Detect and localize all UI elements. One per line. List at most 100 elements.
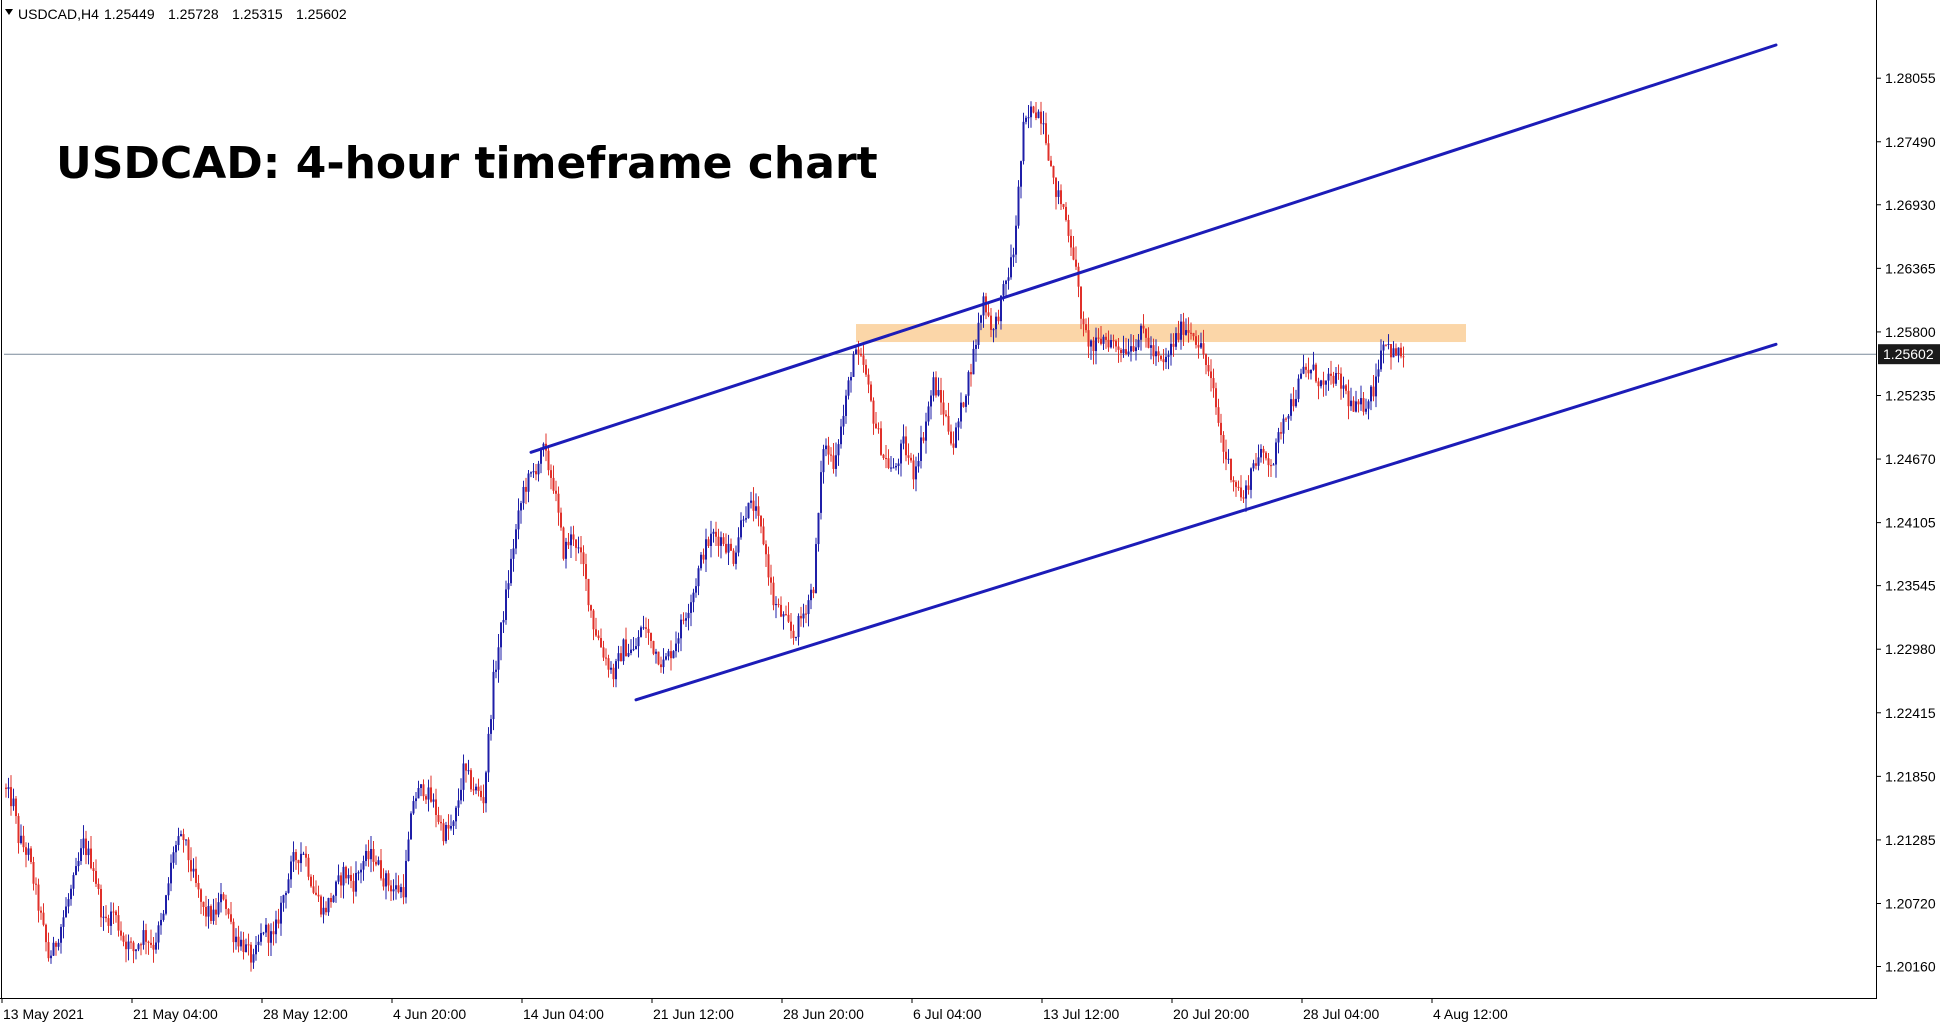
candle-body: [795, 637, 797, 639]
candle: [845, 389, 847, 424]
candle: [970, 363, 972, 387]
candle: [57, 938, 60, 951]
candle-body: [925, 421, 927, 441]
candle-body: [1120, 349, 1122, 354]
candle: [1370, 385, 1372, 411]
candle: [475, 783, 477, 795]
candle-body: [32, 862, 35, 884]
candle: [882, 453, 885, 460]
candle-body: [82, 838, 85, 849]
candle: [122, 932, 125, 947]
candle: [570, 526, 572, 559]
price-tick-label: 1.22980: [1885, 641, 1936, 657]
candle: [350, 866, 352, 889]
candle-body: [340, 875, 342, 886]
candle: [500, 622, 502, 661]
candle-body: [695, 586, 697, 593]
candle: [132, 940, 135, 964]
candle: [825, 438, 827, 457]
candle: [835, 442, 837, 477]
candle: [482, 784, 485, 813]
candle: [345, 865, 347, 884]
candle: [512, 539, 515, 572]
candle-body: [30, 848, 32, 863]
candle-body: [42, 912, 45, 925]
candle: [752, 487, 755, 522]
chart-menu-triangle-icon[interactable]: [5, 9, 13, 15]
candle-body: [167, 883, 170, 896]
candle: [387, 870, 390, 892]
candle-body: [1240, 487, 1242, 498]
candle: [1197, 335, 1200, 359]
candle: [1217, 398, 1220, 427]
candle: [195, 856, 197, 888]
candle: [1065, 202, 1067, 222]
candle: [265, 918, 267, 937]
candle-body: [1227, 458, 1230, 460]
candle: [440, 815, 442, 831]
candle-body: [702, 554, 705, 560]
candle-body: [295, 852, 297, 861]
candle-body: [315, 892, 317, 895]
candle-body: [232, 921, 235, 943]
candle-body: [460, 789, 462, 801]
candle-body: [1145, 328, 1147, 338]
candle-body: [742, 519, 745, 521]
candle-body: [850, 376, 852, 381]
candle: [1087, 317, 1090, 359]
time-tick-label: 13 May 2021: [3, 1006, 84, 1022]
time-tick-label: 4 Aug 12:00: [1433, 1006, 1508, 1022]
candle: [252, 948, 255, 969]
candle: [82, 825, 85, 855]
candle-body: [1132, 346, 1135, 352]
price-tick-label: 1.20720: [1885, 895, 1936, 911]
candle-body: [1035, 112, 1037, 119]
candle-body: [845, 395, 847, 416]
candle: [1055, 177, 1057, 210]
candle: [987, 303, 990, 318]
candle-body: [317, 894, 320, 897]
candle-body: [160, 919, 162, 926]
candle: [1202, 329, 1205, 359]
candle: [1022, 112, 1025, 165]
candle: [137, 942, 140, 952]
candle-body: [242, 939, 245, 953]
candle-body: [1030, 106, 1032, 118]
candle-body: [625, 639, 627, 657]
candle: [22, 825, 25, 853]
candle-body: [1180, 321, 1182, 340]
candle: [382, 868, 385, 891]
candle-body: [47, 942, 50, 959]
candle-body: [1337, 373, 1340, 375]
candle: [880, 421, 882, 456]
candle-body: [362, 861, 365, 870]
candle: [152, 937, 155, 963]
candle-body: [25, 847, 27, 855]
candle-body: [1382, 344, 1385, 351]
candle: [615, 658, 617, 688]
candle: [1030, 101, 1032, 128]
candle: [702, 548, 705, 564]
candle: [1167, 350, 1170, 370]
candle: [1152, 338, 1155, 365]
candle: [1145, 328, 1147, 348]
candle: [877, 422, 880, 434]
candle: [202, 901, 205, 916]
candle: [1207, 356, 1210, 377]
candle: [727, 534, 730, 566]
price-tick-label: 1.25800: [1885, 324, 1936, 340]
candle-body: [442, 823, 445, 842]
candle: [1115, 339, 1117, 353]
candle: [1355, 390, 1357, 413]
candle-body: [790, 621, 792, 631]
candle: [185, 839, 187, 846]
candle: [377, 856, 380, 866]
header-close: 1.25602: [296, 6, 347, 22]
candle-body: [1202, 343, 1205, 355]
candle: [820, 460, 822, 520]
candle-body: [597, 635, 600, 639]
candle: [222, 892, 225, 901]
candle-body: [162, 913, 165, 920]
candle-body: [27, 848, 30, 855]
candle: [162, 910, 165, 922]
